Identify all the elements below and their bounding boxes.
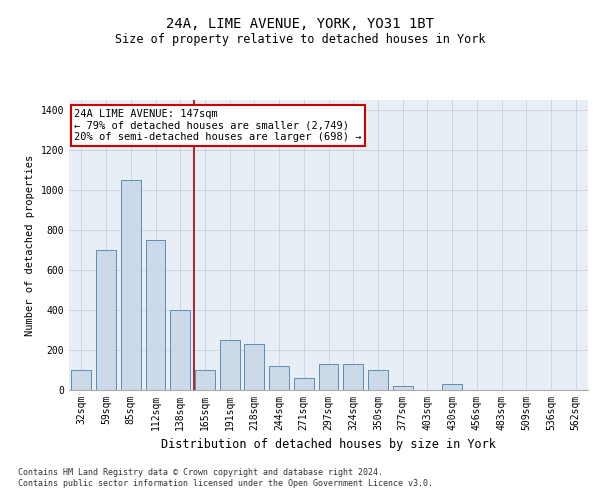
Bar bbox=[121, 180, 140, 390]
Y-axis label: Number of detached properties: Number of detached properties bbox=[25, 154, 35, 336]
Bar bbox=[71, 370, 91, 390]
Text: Size of property relative to detached houses in York: Size of property relative to detached ho… bbox=[115, 32, 485, 46]
Bar bbox=[170, 310, 190, 390]
Bar bbox=[294, 378, 314, 390]
X-axis label: Distribution of detached houses by size in York: Distribution of detached houses by size … bbox=[161, 438, 496, 452]
Bar bbox=[343, 364, 363, 390]
Bar bbox=[96, 250, 116, 390]
Bar bbox=[244, 344, 264, 390]
Text: 24A, LIME AVENUE, YORK, YO31 1BT: 24A, LIME AVENUE, YORK, YO31 1BT bbox=[166, 18, 434, 32]
Text: 24A LIME AVENUE: 147sqm
← 79% of detached houses are smaller (2,749)
20% of semi: 24A LIME AVENUE: 147sqm ← 79% of detache… bbox=[74, 108, 362, 142]
Bar bbox=[368, 370, 388, 390]
Bar bbox=[442, 384, 462, 390]
Bar bbox=[220, 340, 239, 390]
Bar bbox=[393, 386, 413, 390]
Bar bbox=[195, 370, 215, 390]
Bar bbox=[146, 240, 166, 390]
Text: Contains HM Land Registry data © Crown copyright and database right 2024.
Contai: Contains HM Land Registry data © Crown c… bbox=[18, 468, 433, 487]
Bar bbox=[269, 366, 289, 390]
Bar bbox=[319, 364, 338, 390]
